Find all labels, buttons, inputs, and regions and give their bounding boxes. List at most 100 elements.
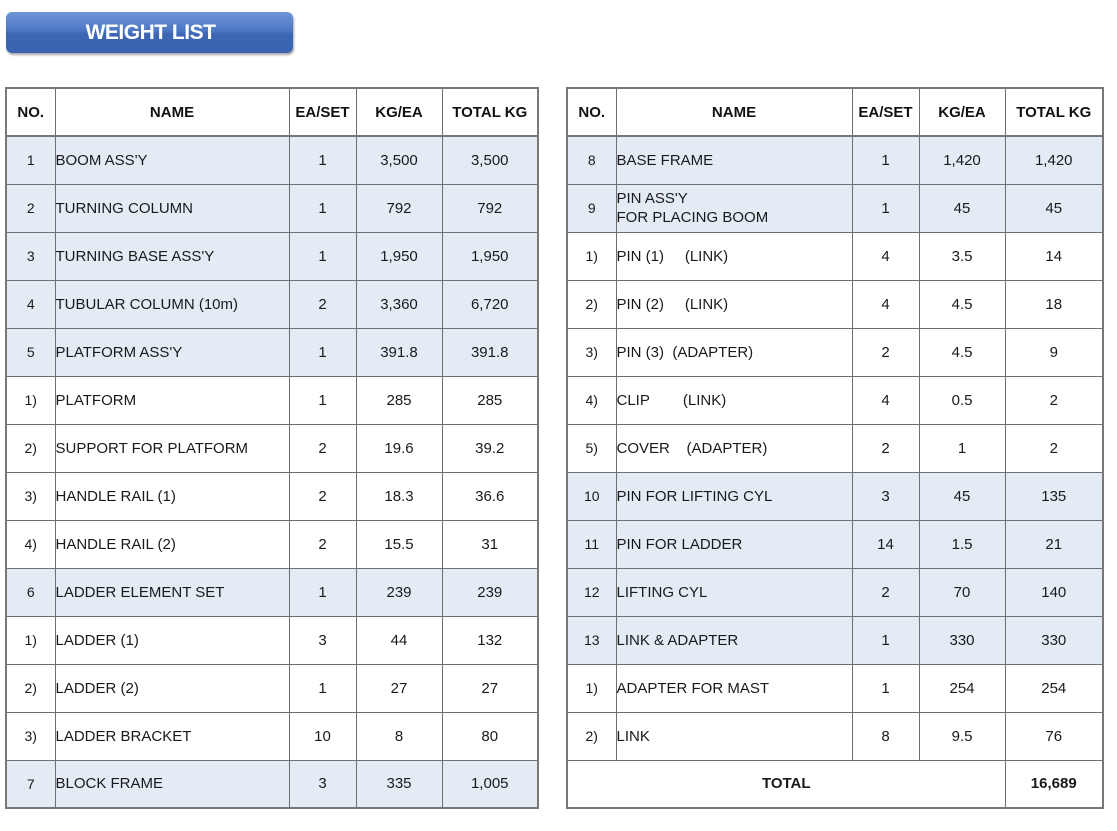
cell-ea-set: 4 bbox=[851, 375, 920, 425]
cell-ea-set: 1 bbox=[288, 567, 357, 617]
table-row: 13 LINK & ADAPTER 1 330 330 bbox=[566, 615, 1104, 665]
cell-no: 2) bbox=[566, 279, 617, 329]
table-row: 2) PIN (2) (LINK) 4 4.5 18 bbox=[566, 279, 1104, 329]
cell-no: 6 bbox=[5, 567, 56, 617]
cell-name: SUPPORT FOR PLATFORM bbox=[54, 423, 290, 473]
item-name-line: PIN (1) (LINK) bbox=[616, 247, 729, 265]
cell-total-kg: 36.6 bbox=[441, 471, 539, 521]
cell-no: 3 bbox=[5, 231, 56, 281]
cell-total-kg: 1,005 bbox=[441, 759, 539, 809]
cell-total-kg: 27 bbox=[441, 663, 539, 713]
table-row: 2) LADDER (2) 1 27 27 bbox=[5, 663, 539, 713]
cell-kg-ea: 792 bbox=[355, 183, 443, 233]
item-name-line: BASE FRAME bbox=[616, 151, 714, 169]
cell-name: COVER (ADAPTER) bbox=[615, 423, 853, 473]
cell-no: 4 bbox=[5, 279, 56, 329]
cell-total-kg: 6,720 bbox=[441, 279, 539, 329]
cell-name: PIN (3) (ADAPTER) bbox=[615, 327, 853, 377]
cell-total-kg: 2 bbox=[1004, 375, 1104, 425]
cell-no: 1 bbox=[5, 135, 56, 185]
item-name-line: PLATFORM bbox=[55, 391, 137, 409]
cell-name: LADDER ELEMENT SET bbox=[54, 567, 290, 617]
cell-no: 2 bbox=[5, 183, 56, 233]
item-name-line: LINK bbox=[616, 727, 650, 745]
cell-no: 12 bbox=[566, 567, 617, 617]
header-kg-ea: KG/EA bbox=[355, 87, 443, 137]
cell-ea-set: 1 bbox=[288, 663, 357, 713]
table-row: 1) ADAPTER FOR MAST 1 254 254 bbox=[566, 663, 1104, 713]
cell-kg-ea: 3,360 bbox=[355, 279, 443, 329]
cell-ea-set: 1 bbox=[288, 327, 357, 377]
table-row: 3) LADDER BRACKET 10 8 80 bbox=[5, 711, 539, 761]
cell-ea-set: 3 bbox=[288, 615, 357, 665]
table-row: 6 LADDER ELEMENT SET 1 239 239 bbox=[5, 567, 539, 617]
cell-name: CLIP (LINK) bbox=[615, 375, 853, 425]
cell-total-kg: 330 bbox=[1004, 615, 1104, 665]
cell-name: HANDLE RAIL (2) bbox=[54, 519, 290, 569]
item-name-line: TUBULAR COLUMN (10m) bbox=[55, 295, 239, 313]
cell-ea-set: 3 bbox=[851, 471, 920, 521]
table-row: 10 PIN FOR LIFTING CYL 3 45 135 bbox=[566, 471, 1104, 521]
cell-kg-ea: 1,420 bbox=[918, 135, 1006, 185]
cell-ea-set: 2 bbox=[288, 519, 357, 569]
total-value: 16,689 bbox=[1004, 759, 1104, 809]
table-row: 2) LINK 8 9.5 76 bbox=[566, 711, 1104, 761]
cell-ea-set: 2 bbox=[851, 423, 920, 473]
table-row: 1) PLATFORM 1 285 285 bbox=[5, 375, 539, 425]
cell-total-kg: 39.2 bbox=[441, 423, 539, 473]
cell-kg-ea: 45 bbox=[918, 471, 1006, 521]
cell-no: 4) bbox=[566, 375, 617, 425]
cell-kg-ea: 254 bbox=[918, 663, 1006, 713]
item-name-line: PIN (2) (LINK) bbox=[616, 295, 729, 313]
table-row: 5) COVER (ADAPTER) 2 1 2 bbox=[566, 423, 1104, 473]
table-row: 8 BASE FRAME 1 1,420 1,420 bbox=[566, 135, 1104, 185]
cell-total-kg: 76 bbox=[1004, 711, 1104, 761]
item-name-line: LINK & ADAPTER bbox=[616, 631, 739, 649]
cell-kg-ea: 45 bbox=[918, 183, 1006, 233]
header-ea-set: EA/SET bbox=[851, 87, 920, 137]
cell-ea-set: 1 bbox=[851, 135, 920, 185]
table-row: 4) HANDLE RAIL (2) 2 15.5 31 bbox=[5, 519, 539, 569]
item-name-line: ADAPTER FOR MAST bbox=[616, 679, 770, 697]
table-row: 3 TURNING BASE ASS'Y 1 1,950 1,950 bbox=[5, 231, 539, 281]
cell-no: 13 bbox=[566, 615, 617, 665]
cell-kg-ea: 285 bbox=[355, 375, 443, 425]
cell-total-kg: 9 bbox=[1004, 327, 1104, 377]
item-name-line: PIN FOR LIFTING CYL bbox=[616, 487, 773, 505]
header-no: NO. bbox=[566, 87, 617, 137]
cell-kg-ea: 4.5 bbox=[918, 327, 1006, 377]
cell-total-kg: 31 bbox=[441, 519, 539, 569]
table-row: 2 TURNING COLUMN 1 792 792 bbox=[5, 183, 539, 233]
cell-name: BASE FRAME bbox=[615, 135, 853, 185]
cell-kg-ea: 391.8 bbox=[355, 327, 443, 377]
cell-name: TURNING BASE ASS'Y bbox=[54, 231, 290, 281]
cell-no: 5) bbox=[566, 423, 617, 473]
cell-name: TURNING COLUMN bbox=[54, 183, 290, 233]
cell-ea-set: 2 bbox=[288, 279, 357, 329]
header-kg-ea: KG/EA bbox=[918, 87, 1006, 137]
cell-name: PIN FOR LADDER bbox=[615, 519, 853, 569]
item-name-line: LADDER (1) bbox=[55, 631, 139, 649]
item-name-line: PIN FOR LADDER bbox=[616, 535, 743, 553]
cell-name: LINK bbox=[615, 711, 853, 761]
item-name-line: PIN ASS'Y bbox=[616, 190, 688, 207]
item-name-line: LADDER ELEMENT SET bbox=[55, 583, 225, 601]
table-row: 3) PIN (3) (ADAPTER) 2 4.5 9 bbox=[566, 327, 1104, 377]
cell-kg-ea: 15.5 bbox=[355, 519, 443, 569]
cell-no: 3) bbox=[5, 471, 56, 521]
item-name-line: SUPPORT FOR PLATFORM bbox=[55, 439, 249, 457]
table-row: 2) SUPPORT FOR PLATFORM 2 19.6 39.2 bbox=[5, 423, 539, 473]
header-total-kg: TOTAL KG bbox=[441, 87, 539, 137]
cell-no: 5 bbox=[5, 327, 56, 377]
cell-kg-ea: 239 bbox=[355, 567, 443, 617]
cell-ea-set: 1 bbox=[851, 183, 920, 233]
cell-name: PIN (2) (LINK) bbox=[615, 279, 853, 329]
table-row: 4) CLIP (LINK) 4 0.5 2 bbox=[566, 375, 1104, 425]
cell-no: 2) bbox=[5, 423, 56, 473]
table-row: 1 BOOM ASS'Y 1 3,500 3,500 bbox=[5, 135, 539, 185]
cell-name: LADDER (1) bbox=[54, 615, 290, 665]
cell-kg-ea: 4.5 bbox=[918, 279, 1006, 329]
item-name-line: PLATFORM ASS'Y bbox=[55, 343, 183, 361]
table-row: 1) LADDER (1) 3 44 132 bbox=[5, 615, 539, 665]
cell-name: HANDLE RAIL (1) bbox=[54, 471, 290, 521]
